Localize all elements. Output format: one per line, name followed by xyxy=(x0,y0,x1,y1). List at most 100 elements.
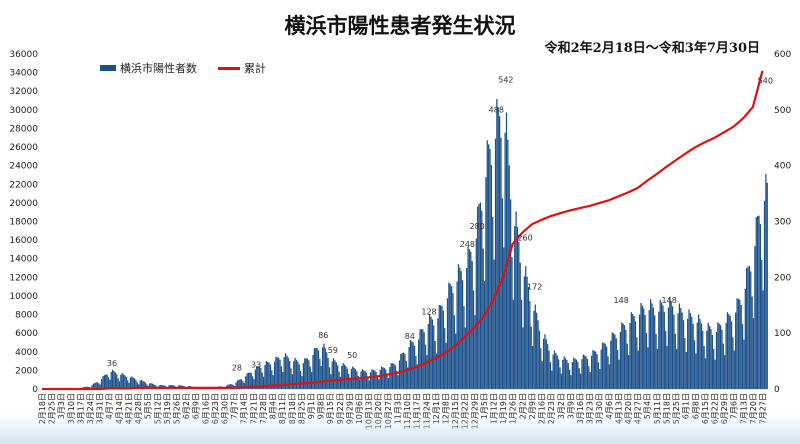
daily-bar xyxy=(374,370,376,389)
daily-bar xyxy=(367,377,369,389)
daily-bar xyxy=(704,358,707,389)
daily-bar xyxy=(578,368,580,389)
daily-bar xyxy=(611,332,613,389)
daily-bar xyxy=(584,355,586,389)
daily-bar xyxy=(503,247,505,389)
daily-bar xyxy=(493,259,495,389)
decorative-wave xyxy=(0,414,800,444)
daily-bar xyxy=(341,365,343,389)
daily-bar xyxy=(419,329,421,389)
daily-bar xyxy=(522,327,524,389)
x-tick-label: 5月11日 xyxy=(653,393,662,424)
daily-bar xyxy=(573,357,575,389)
daily-bar xyxy=(434,341,436,389)
x-tick-label: 6月29日 xyxy=(720,393,729,424)
daily-bar xyxy=(569,369,571,389)
daily-bar xyxy=(101,378,103,389)
daily-bar xyxy=(758,215,760,389)
daily-bar xyxy=(468,249,471,389)
y-left-tick-label: 4000 xyxy=(15,348,38,358)
daily-bar xyxy=(102,376,104,389)
y-left-tick-label: 20000 xyxy=(9,199,38,209)
daily-bar xyxy=(283,357,285,389)
daily-bar xyxy=(555,353,557,389)
daily-bar xyxy=(359,379,361,389)
daily-bar xyxy=(127,380,129,389)
daily-bar xyxy=(575,359,578,389)
daily-bar xyxy=(335,362,337,389)
y-left-tick-label: 22000 xyxy=(9,180,38,190)
daily-bar xyxy=(460,271,462,389)
daily-bar xyxy=(523,276,525,389)
x-tick-label: 3月10日 xyxy=(67,393,76,424)
daily-bar xyxy=(562,360,564,389)
daily-bar xyxy=(713,348,715,389)
daily-bar xyxy=(424,344,427,389)
daily-bar xyxy=(365,373,368,389)
daily-bar xyxy=(247,372,250,389)
daily-bar xyxy=(254,369,256,389)
daily-bar xyxy=(636,337,638,389)
daily-bar xyxy=(272,375,274,389)
daily-bar xyxy=(464,327,466,389)
daily-bar xyxy=(142,380,144,389)
daily-bar xyxy=(264,365,266,389)
daily-bar xyxy=(585,356,587,389)
daily-bar xyxy=(676,348,678,389)
x-tick-label: 4月20日 xyxy=(624,393,633,424)
daily-bar xyxy=(688,309,690,389)
daily-bar xyxy=(763,200,766,389)
daily-bar xyxy=(474,315,476,389)
daily-bar xyxy=(538,330,541,389)
daily-bar xyxy=(239,379,241,389)
daily-bar xyxy=(582,354,584,389)
x-tick-label: 1月5日 xyxy=(480,393,489,419)
daily-bar xyxy=(297,361,299,389)
daily-bar xyxy=(437,318,439,389)
daily-bar xyxy=(306,358,309,389)
daily-bar xyxy=(396,370,398,389)
daily-bar xyxy=(610,340,612,389)
daily-bar xyxy=(135,379,137,389)
x-tick-label: 2月23日 xyxy=(547,393,556,424)
daily-bar xyxy=(228,384,230,389)
daily-bar xyxy=(357,376,359,389)
daily-bar xyxy=(649,299,652,389)
daily-bar xyxy=(645,332,648,389)
daily-bar xyxy=(427,323,429,389)
peak-label: 280 xyxy=(469,222,484,231)
daily-bar xyxy=(256,365,258,389)
daily-bar xyxy=(752,318,755,389)
daily-bar xyxy=(751,296,753,389)
daily-bar xyxy=(511,256,513,389)
chart-subtitle: 令和2年2月18日～令和3年7月30日 xyxy=(544,41,760,56)
daily-bar xyxy=(109,379,111,389)
daily-bar xyxy=(481,210,483,389)
daily-bar xyxy=(703,346,705,389)
daily-bar xyxy=(486,140,488,389)
daily-bar xyxy=(726,312,729,389)
daily-bar xyxy=(729,315,731,389)
daily-bar xyxy=(551,370,553,389)
daily-bar xyxy=(549,362,552,389)
daily-bar xyxy=(435,353,438,389)
x-tick-label: 5月18日 xyxy=(662,393,671,424)
daily-bar xyxy=(324,348,326,389)
y-left-tick-label: 28000 xyxy=(9,124,38,134)
peak-label: 248 xyxy=(460,240,475,249)
daily-bar xyxy=(691,316,693,389)
x-tick-label: 9月8日 xyxy=(317,393,326,419)
daily-bar xyxy=(730,321,733,389)
daily-bar xyxy=(456,281,458,389)
daily-bar xyxy=(671,306,674,389)
daily-bar xyxy=(343,364,346,389)
daily-bar xyxy=(608,364,611,389)
peak-label: 540 xyxy=(758,77,773,86)
legend-item-daily: 横浜市陽性者数 xyxy=(100,60,197,76)
daily-bar xyxy=(455,333,457,389)
daily-bar xyxy=(235,382,237,389)
x-tick-label: 10月13日 xyxy=(365,393,374,429)
y-left-tick-label: 24000 xyxy=(9,162,38,172)
daily-bar xyxy=(280,366,283,389)
daily-bar xyxy=(471,260,473,389)
